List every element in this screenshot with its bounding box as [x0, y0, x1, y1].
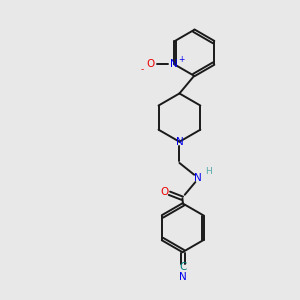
Text: O: O — [160, 187, 168, 197]
Text: O: O — [147, 59, 155, 69]
Text: N: N — [176, 137, 183, 147]
Text: +: + — [178, 55, 184, 64]
Text: C: C — [179, 262, 187, 272]
Text: -: - — [141, 65, 144, 74]
Text: N: N — [170, 59, 178, 69]
Text: N: N — [194, 173, 202, 183]
Text: H: H — [206, 167, 212, 176]
Text: N: N — [179, 272, 187, 282]
